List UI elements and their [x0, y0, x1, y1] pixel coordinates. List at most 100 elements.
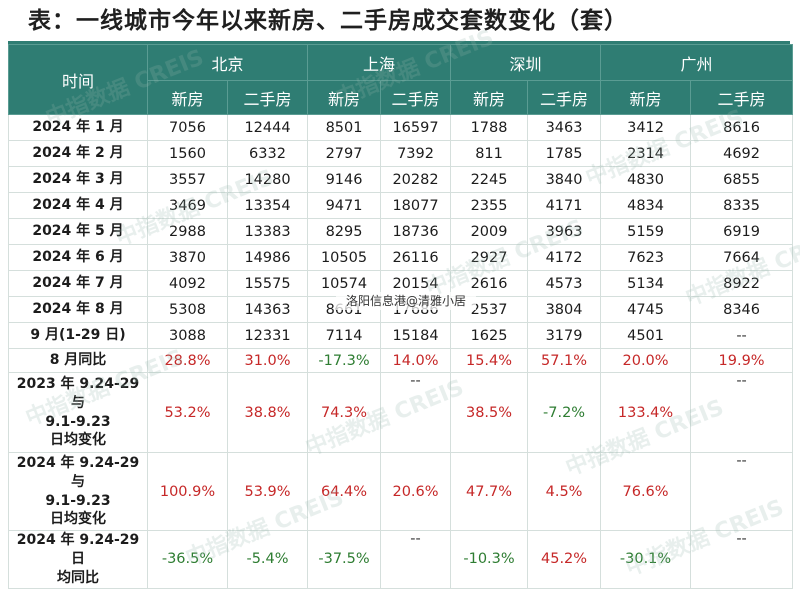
- rate-cell: --: [690, 372, 794, 453]
- value-cell: 4501: [600, 322, 692, 349]
- table-row: 2024 年 4 月 3469 13354 9471 18077 2355 4171 4834…: [8, 192, 794, 219]
- rate-cell: 19.9%: [690, 348, 794, 373]
- value-cell: 15575: [226, 270, 309, 297]
- rate-row: 2024 年 9.24-29 日均同比 -36.5% -5.4% -37.5% -- -1…: [8, 530, 794, 589]
- value-cell: 6332: [226, 140, 309, 167]
- value-cell: 7056: [147, 114, 228, 141]
- rate-row: 8 月同比 28.8% 31.0% -17.3% 14.0% 15.4% 57.1% 20.0…: [8, 348, 794, 373]
- value-cell: 7664: [690, 244, 794, 271]
- row-label: 2024 年 4 月: [8, 192, 148, 219]
- value-cell: 3804: [527, 296, 602, 323]
- rate-row-label-line: 8 月同比: [49, 352, 107, 369]
- rate-cell: 38.8%: [226, 372, 309, 453]
- title-underline: [8, 41, 790, 44]
- value-cell: 3557: [147, 166, 228, 193]
- value-cell: 811: [450, 140, 529, 167]
- value-cell: 3463: [527, 114, 602, 141]
- value-cell: 4834: [600, 192, 692, 219]
- value-cell: 9471: [307, 192, 382, 219]
- value-cell: 7392: [380, 140, 452, 167]
- rate-row-label-line: 9.1-9.23: [45, 413, 111, 430]
- rate-cell: -36.5%: [147, 530, 228, 589]
- table-row: 2024 年 1 月 7056 12444 8501 16597 1788 3463 3412…: [8, 114, 794, 141]
- value-cell: 26116: [380, 244, 452, 271]
- value-cell: 8922: [690, 270, 794, 297]
- value-cell: 5159: [600, 218, 692, 245]
- value-cell: 3963: [527, 218, 602, 245]
- rate-cell: 14.0%: [380, 348, 452, 373]
- value-cell: 2797: [307, 140, 382, 167]
- rate-cell: -7.2%: [527, 372, 602, 453]
- value-cell: 8346: [690, 296, 794, 323]
- value-cell: 2988: [147, 218, 228, 245]
- value-cell: 2009: [450, 218, 529, 245]
- value-cell: 4172: [527, 244, 602, 271]
- row-label: 2024 年 2 月: [8, 140, 148, 167]
- value-cell: 1560: [147, 140, 228, 167]
- rate-cell: -10.3%: [450, 530, 529, 589]
- table-row: 2024 年 3 月 3557 14280 9146 20282 2245 3840 4830…: [8, 166, 794, 193]
- rate-row: 2024 年 9.24-29 与 9.1-9.23 日均变化 100.9% 53.9% 6…: [8, 452, 794, 531]
- row-label: 2024 年 3 月: [8, 166, 148, 193]
- table-title: 表：一线城市今年以来新房、二手房成交套数变化（套）: [28, 8, 628, 34]
- subheader-resale: 二手房: [226, 80, 309, 115]
- value-cell: 4692: [690, 140, 794, 167]
- value-cell: 7114: [307, 322, 382, 349]
- rate-row-label: 2023 年 9.24-29 与 9.1-9.23 日均变化: [8, 372, 148, 453]
- rate-row-label-line: 2024 年 9.24-29 与: [16, 454, 140, 490]
- row-label: 2024 年 7 月: [8, 270, 148, 297]
- rate-row-label-line: 9.1-9.23: [45, 492, 111, 509]
- table-row: 2024 年 5 月 2988 13383 8295 18736 2009 3963 5159…: [8, 218, 794, 245]
- rate-cell: 53.9%: [226, 452, 309, 531]
- value-cell: 2245: [450, 166, 529, 193]
- value-cell: 20282: [380, 166, 452, 193]
- rate-cell: 20.6%: [380, 452, 452, 531]
- value-cell: 8501: [307, 114, 382, 141]
- rate-row-label-line: 2023 年 9.24-29 与: [16, 375, 140, 411]
- rate-cell: -30.1%: [600, 530, 692, 589]
- city-header-guangzhou: 广州: [600, 44, 794, 81]
- value-cell: 4573: [527, 270, 602, 297]
- subheader-new: 新房: [147, 80, 228, 115]
- value-cell: 8295: [307, 218, 382, 245]
- rate-cell: --: [690, 530, 794, 589]
- row-label: 2024 年 8 月: [8, 296, 148, 323]
- subheader-resale: 二手房: [690, 80, 794, 115]
- value-cell: 3088: [147, 322, 228, 349]
- subheader-new: 新房: [600, 80, 692, 115]
- rate-row-label-line: 日均变化: [50, 511, 106, 528]
- time-header: 时间: [8, 44, 148, 115]
- rate-cell: 57.1%: [527, 348, 602, 373]
- value-cell: 16597: [380, 114, 452, 141]
- row-label: 2024 年 5 月: [8, 218, 148, 245]
- table-row: 9 月(1-29 日) 3088 12331 7114 15184 1625 3179 450…: [8, 322, 794, 349]
- value-cell: 3870: [147, 244, 228, 271]
- rate-cell: 20.0%: [600, 348, 692, 373]
- value-cell: 4171: [527, 192, 602, 219]
- rate-cell: -5.4%: [226, 530, 309, 589]
- value-cell: 2355: [450, 192, 529, 219]
- table-row: 2024 年 6 月 3870 14986 10505 26116 2927 4172 762…: [8, 244, 794, 271]
- row-label: 2024 年 6 月: [8, 244, 148, 271]
- value-cell: 1788: [450, 114, 529, 141]
- subheader-resale: 二手房: [527, 80, 602, 115]
- transactions-table: 时间 北京 上海 深圳 广州 新房 二手房 新房 二手房 新房 二手房 新房 二…: [8, 44, 794, 589]
- rate-cell: 31.0%: [226, 348, 309, 373]
- value-cell: 4830: [600, 166, 692, 193]
- value-cell: 3412: [600, 114, 692, 141]
- rate-cell: --: [380, 530, 452, 589]
- city-header-beijing: 北京: [146, 44, 309, 81]
- rate-cell: 4.5%: [527, 452, 602, 531]
- subheader-new: 新房: [450, 80, 529, 115]
- rate-cell: -17.3%: [307, 348, 382, 373]
- value-cell: 3840: [527, 166, 602, 193]
- city-header-shenzhen: 深圳: [450, 44, 602, 81]
- value-cell: 12444: [226, 114, 309, 141]
- rate-cell: --: [690, 452, 794, 531]
- rate-cell: 53.2%: [147, 372, 228, 453]
- rate-row-label-line: 日均变化: [50, 432, 106, 449]
- rate-cell: --: [380, 372, 452, 453]
- rate-cell: 76.6%: [600, 452, 692, 531]
- value-cell: 13383: [226, 218, 309, 245]
- rate-cell: 74.3%: [307, 372, 382, 453]
